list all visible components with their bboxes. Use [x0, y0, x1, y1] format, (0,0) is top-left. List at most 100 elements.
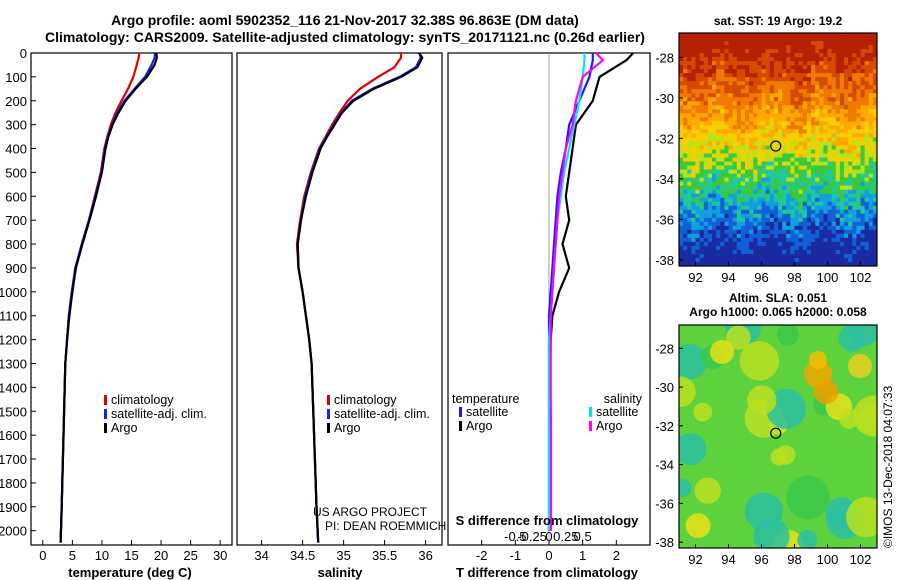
depth-tick-label: 1600 — [0, 428, 27, 443]
depth-tick-label: 300 — [5, 118, 27, 133]
sla-map-y-tick-label: -30 — [655, 380, 674, 395]
salinity-legend-0-label: climatology — [334, 393, 397, 407]
difference-legend-t-0-swatch — [459, 407, 462, 417]
sst-map-y-tick-label: -38 — [655, 253, 674, 268]
sla-map-y-tick-label: -34 — [655, 458, 674, 473]
salinity-x-tick-label: 34.5 — [290, 548, 315, 563]
project-annotation-1: US ARGO PROJECT — [313, 505, 428, 519]
difference-t-tick-label: 1 — [579, 548, 586, 563]
depth-tick-label: 700 — [5, 213, 27, 228]
sla-map-y-tick-label: -28 — [655, 341, 674, 356]
difference-t-tick-label: -1 — [510, 548, 522, 563]
sst-map-y-tick-label: -28 — [655, 50, 674, 65]
temperature-xlabel: temperature (deg C) — [68, 565, 192, 580]
sst-map-x-tick-label: 100 — [817, 270, 839, 285]
depth-tick-label: 1700 — [0, 452, 27, 467]
sla-map-frame — [678, 324, 878, 549]
sst-map-x-tick-label: 94 — [721, 270, 735, 285]
difference-legend-s-1-swatch — [589, 421, 592, 431]
sla-map-y-tick-label: -38 — [655, 535, 674, 550]
difference-t-tick-label: 2 — [613, 548, 620, 563]
difference-xlabel: T difference from climatology — [456, 565, 639, 580]
difference-legend-salinity-title: salinity — [604, 392, 643, 406]
temperature-legend-1-swatch — [104, 409, 107, 419]
temperature-x-tick-label: 25 — [183, 548, 197, 563]
temperature-series-satellite-adj-clim- — [59, 52, 157, 543]
temperature-x-tick-label: 30 — [213, 548, 227, 563]
depth-tick-label: 1900 — [0, 500, 27, 515]
sla-map-x-tick-label: 100 — [817, 552, 839, 567]
salinity-x-tick-label: 35.5 — [372, 548, 397, 563]
sla-map-panel: 92 94 96 98 100 102 -28 -30 -32 -34 -36 -38 — [655, 324, 878, 567]
sla-map-subtitle: Argo h1000: 0.065 h2000: 0.058 — [689, 305, 867, 319]
sla-map-cells — [679, 325, 877, 548]
depth-tick-label: 400 — [5, 142, 27, 157]
temperature-x-tick-label: 5 — [69, 548, 76, 563]
temperature-x-tick-label: 20 — [154, 548, 168, 563]
difference-legend-temperature-title: temperature — [452, 392, 519, 406]
sst-map-x-tick-label: 98 — [787, 270, 801, 285]
sst-map-title: sat. SST: 19 Argo: 19.2 — [714, 14, 843, 28]
difference-legend-s-0-label: satellite — [596, 405, 638, 419]
title-line-1: Argo profile: aoml 5902352_116 21-Nov-20… — [111, 12, 579, 28]
title-line-2: Climatology: CARS2009. Satellite-adjuste… — [45, 29, 645, 45]
sla-map-title: Altim. SLA: 0.051 — [729, 291, 827, 305]
salinity-legend-0-swatch — [327, 395, 330, 405]
sst-map-panel: 92 94 96 98 100 102 -28 -30 -32 -34 -36 -38 — [655, 32, 878, 285]
sst-map-x-tick-label: 92 — [688, 270, 702, 285]
sla-map-x-tick-label: 98 — [787, 552, 801, 567]
temperature-x-tick-label: 10 — [95, 548, 109, 563]
temperature-frame — [30, 52, 233, 546]
depth-tick-label: 1100 — [0, 309, 27, 324]
temperature-panel: 0100200300400500600700800900100011001200… — [0, 46, 233, 563]
salinity-legend-2-label: Argo — [334, 421, 360, 435]
sla-map-y-tick-label: -32 — [655, 419, 674, 434]
difference-legend-t-1-swatch — [459, 421, 462, 431]
depth-tick-label: 1500 — [0, 404, 27, 419]
temperature-legend-1-label: satellite-adj. clim. — [111, 407, 207, 421]
difference-s-tick-label: 0.25 — [553, 529, 578, 544]
project-annotation-2: PI: DEAN ROEMMICH — [325, 519, 446, 533]
difference-t-tick-label: 0 — [545, 548, 552, 563]
salinity-series-climatology — [295, 53, 403, 543]
temperature-legend-0-swatch — [104, 395, 107, 405]
sst-map-frame — [678, 32, 878, 267]
salinity-x-tick-label: 35 — [336, 548, 350, 563]
imos-timestamp: ©IMOS 13-Dec-2018 04:07:33 — [881, 385, 895, 548]
temperature-x-tick-label: 15 — [124, 548, 138, 563]
difference-t-tick-label: -2 — [476, 548, 488, 563]
depth-tick-label: 800 — [5, 237, 27, 252]
depth-tick-label: 1400 — [0, 380, 27, 395]
difference-legend-s-0-swatch — [589, 407, 592, 417]
salinity-legend-1-swatch — [327, 409, 330, 419]
salinity-panel: 34 34.5 35 35.5 36 climatologysatellite-adj. … — [236, 52, 443, 563]
temperature-x-tick-label: 0 — [39, 548, 46, 563]
sla-map-x-tick-label: 96 — [754, 552, 768, 567]
temperature-series-argo — [59, 52, 158, 543]
difference-s-tick-label: -0.5 — [504, 529, 526, 544]
temperature-legend-2-swatch — [104, 423, 107, 433]
sst-map-x-tick-label: 102 — [850, 270, 872, 285]
sst-map-y-tick-label: -32 — [655, 131, 674, 146]
salinity-x-tick-label: 36 — [418, 548, 432, 563]
difference-xlabel-top: S difference from climatology — [456, 513, 640, 528]
difference-series-s-argo — [549, 52, 605, 531]
difference-legend-t-1-label: Argo — [466, 419, 492, 433]
salinity-xlabel: salinity — [318, 565, 364, 580]
sla-map-y-tick-label: -36 — [655, 496, 674, 511]
depth-tick-label: 900 — [5, 261, 27, 276]
sst-map-y-tick-label: -30 — [655, 91, 674, 106]
salinity-x-tick-label: 34 — [254, 548, 268, 563]
salinity-legend-2-swatch — [327, 423, 330, 433]
depth-tick-label: 1000 — [0, 285, 27, 300]
temperature-legend-2-label: Argo — [111, 421, 137, 435]
difference-series-s-satellite — [547, 53, 586, 531]
difference-legend-t-0-label: satellite — [466, 405, 508, 419]
temperature-legend-0-label: climatology — [111, 393, 174, 407]
depth-tick-label: 600 — [5, 189, 27, 204]
difference-s-tick-label: 0 — [545, 529, 552, 544]
depth-tick-label: 100 — [5, 70, 27, 85]
salinity-legend-1-label: satellite-adj. clim. — [334, 407, 430, 421]
